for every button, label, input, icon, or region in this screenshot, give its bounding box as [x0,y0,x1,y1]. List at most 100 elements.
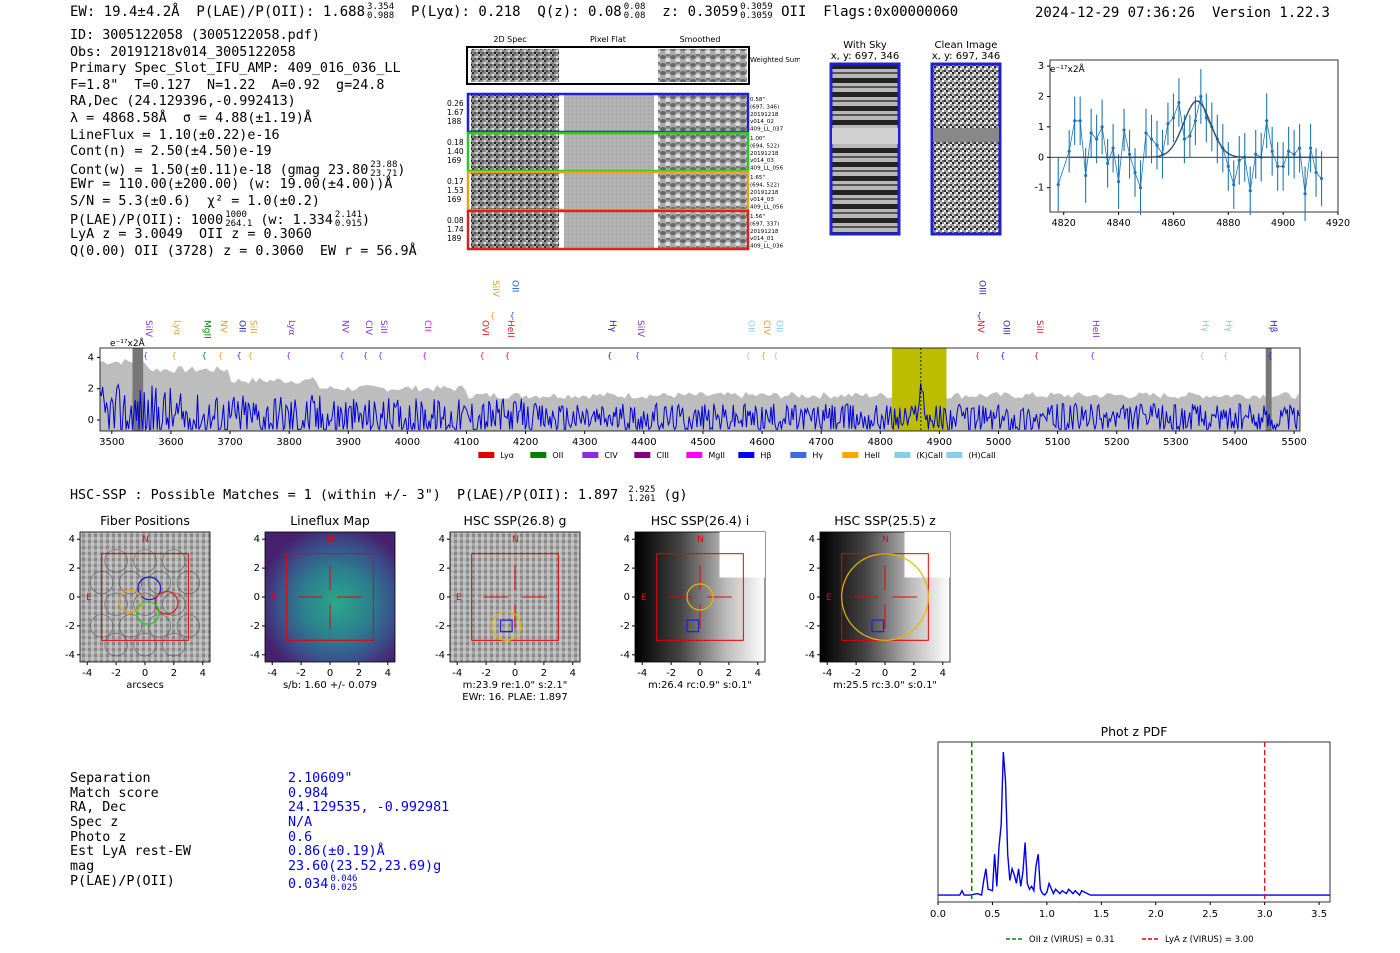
spec2d-row-gap [560,94,563,132]
thumb-fiber-circle [176,570,200,595]
spectrum-line-label: Hγ [607,320,617,333]
spectrum-line-brace: { [143,351,148,360]
spec2d-row-flat [564,95,654,131]
header-z-hi: 0.3059 [740,2,773,12]
clean-mask-band [933,128,999,142]
match-key: Separation [70,771,151,786]
match-table: Separation 2.10609" Match score 0.984 RA, De… [70,771,449,892]
spectrum-line-brace: { [363,351,368,360]
spec2d-row-flat [564,173,654,209]
spectrum-legend-swatch [842,452,859,458]
match-row: Est LyA rest-EW 0.86(±0.19)Å [70,845,449,860]
info-plae-w-lo: 0.915 [334,218,362,229]
info-plae-hi: 1000 [225,209,247,220]
info-lya: LyA z = 3.0049 OII z = 0.3060 [70,227,312,243]
thumb-search-box [471,553,559,641]
match-plae-hi: 0.046 [330,873,358,884]
spectrum-xtick-label: 3900 [336,437,361,448]
spectrum-line-label: SiII [248,320,258,334]
thumb-east-label: E [456,593,462,603]
hsc-lo: 1.201 [628,494,656,504]
zoom-point [1149,137,1154,141]
spectrum-line-brace: { [607,351,612,360]
thumbnail-row: Fiber Positions N E -4 -4 -2 -2 0 0 2 2 4 4 arcsecs Li… [65,513,951,703]
thumb-ytick-label: 4 [624,534,630,545]
thumb-fiber-circle [162,549,186,573]
spectrum-line-label: Lyα [171,320,181,336]
spectrum-ytick-label: 0 [88,415,94,426]
zoom-point [1232,183,1236,187]
thumb-ytick-label: -2 [805,621,815,632]
match-key: RA, Dec [70,800,127,816]
hsc-hi: 2.925 [628,485,656,495]
thumb-ytick-label: 2 [624,563,630,574]
spec2d-row-right-label: v014_03 [750,197,774,203]
thumb-xtick-label: 2 [541,668,547,679]
zoom-point [1133,170,1137,175]
spectrum-legend-label: HeII [864,451,880,460]
zoom-ytick-label: -1 [1035,183,1044,194]
info-plae: P(LAE)/P(OII): 1000 [70,212,224,228]
thumb-ytick-label: 0 [254,592,260,603]
clean-title: Clean Image [935,40,998,51]
spectrum-legend-swatch [582,452,599,458]
photz-xtick-label: 3.5 [1311,909,1327,920]
info-fwhm: F=1.8" T=0.127 N=1.22 A=0.92 g=24.8 [70,77,385,93]
photz-frame [937,741,1331,903]
thumb-aperture [686,583,714,611]
photz-xtick-label: 2.5 [1202,909,1218,920]
zoom-point [1106,161,1110,165]
match-key: Est LyA rest-EW [70,844,191,860]
thumb-title: Fiber Positions [100,513,190,528]
header-z: 0.3059 [687,4,739,20]
thumb-xtick-label: 0 [697,668,703,679]
spectrum-line-label: Hβ [1267,320,1277,333]
spectrum-line-label: Hγ [1223,320,1233,333]
spec2d-row-right-label: (694, 522) [750,143,779,149]
thumb-xtick-label: 0 [142,668,148,679]
match-value: 0.86(±0.19)Å [288,844,385,860]
thumb-title: HSC SSP(26.8) g [464,513,567,528]
spec2d-row-right-label: 409_LL_056 [750,166,784,172]
spectrum-legend-label: (K)CaII [916,451,943,460]
full-spectrum-chart: e⁻¹⁷x2Å 3500 3600 3700 3800 3900 4000 4100 4200… [88,280,1307,460]
thumb-xtick-label: 4 [200,668,206,679]
thumb-ytick-label: -2 [435,621,445,632]
spectrum-xtick-label: 4600 [749,437,774,448]
spectrum-legend-label: Hγ [812,451,823,460]
spectrum-line-brace: { [422,351,427,360]
thumb-xtick-label: -2 [851,668,861,679]
thumb-xtick-label: 2 [171,668,177,679]
spectrum-legend-label: CIV [604,451,618,460]
spec2d-row-smooth [658,212,747,248]
match-key: P(LAE)/P(OII) [70,873,175,889]
spectrum-line-brace: { [1223,351,1228,360]
zoom-point [1078,119,1082,123]
zoom-point [1122,128,1126,132]
zoom-point [1276,164,1280,168]
zoom-point [1095,137,1099,141]
spectrum-line-label: NV [975,320,985,334]
zoom-point [1111,146,1115,150]
thumb-ytick-label: 2 [439,563,445,574]
spectrum-line-label: OIII [977,280,987,295]
thumb-caption-2: EWr: 16. PLAE: 1.897 [462,692,568,703]
thumb-search-box [656,553,744,641]
thumb-north-label: N [697,535,704,545]
match-row: Separation 2.10609" [70,771,449,787]
photz-legend-oii: OII z (VIRUS) = 0.31 [1029,935,1115,945]
thumb-xtick-label: -2 [111,668,121,679]
spectrum-xtick-label: 3700 [217,437,242,448]
spec2d-row-left-label: 169 [447,195,462,204]
info-lambda: λ = 4868.58Å σ = 4.88(±1.19)Å [70,110,312,126]
spectrum-xtick-label: 4000 [395,437,420,448]
zoom-gaussian-fit [1069,100,1322,158]
spectrum-line-label: SiIV [143,320,153,338]
spectrum-legend-label: CIII [656,451,669,460]
thumb-ytick-label: 2 [254,563,260,574]
match-row: P(LAE)/P(OII) 0.034 0.046 0.025 [70,873,449,892]
info-contw-lo: 23.71 [370,168,398,179]
spectrum-line-brace: { [510,311,515,320]
match-value: 0.984 [288,785,329,801]
zoom-ytick-label: 2 [1038,91,1044,102]
